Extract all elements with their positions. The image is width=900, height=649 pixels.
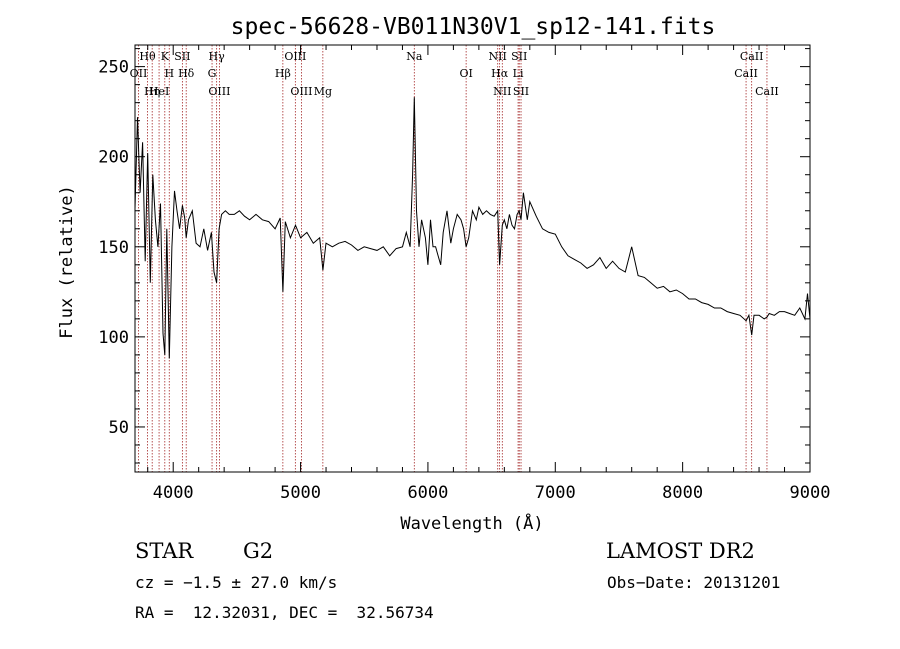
y-tick-label: 50: [109, 418, 129, 438]
line-marker-label: Hθ: [139, 50, 156, 63]
line-marker-label: SII: [174, 50, 190, 63]
line-marker-label: G: [208, 67, 217, 80]
y-tick-label: 200: [98, 148, 129, 168]
spectral-line-markers: [138, 45, 768, 472]
plot-frame: [134, 44, 811, 473]
x-tick-label: 9000: [790, 483, 831, 503]
x-tick-label: 6000: [407, 483, 448, 503]
x-axis-label: Wavelength (Å): [400, 512, 543, 534]
x-tick-label: 4000: [153, 483, 194, 503]
line-marker-label: HeI: [149, 85, 169, 98]
line-marker-label: Li: [513, 67, 524, 80]
cz-label: cz =: [135, 573, 184, 592]
y-tick-label: 250: [98, 58, 129, 78]
line-marker-label: Hβ: [275, 67, 291, 80]
line-marker-label: CaII: [755, 85, 779, 98]
line-marker-label: OII: [130, 67, 148, 80]
line-marker-label: OIII: [208, 85, 230, 98]
x-tick-label: 8000: [662, 483, 703, 503]
line-marker-label: H: [164, 67, 174, 80]
observation-date: Obs−Date: 20131201: [607, 573, 781, 592]
x-tick-label: 7000: [535, 483, 576, 503]
line-marker-label: SII: [513, 85, 529, 98]
line-marker-label: Hη: [144, 85, 160, 98]
spectrum-line: [134, 97, 811, 359]
line-marker-label: Hδ: [178, 67, 195, 80]
spectral-line-labels: Hθ OII Hη KH HeI SII Hδ OIII Hγ G OIII OIII Hβ Mg Na OI…: [130, 50, 779, 98]
x-tick-label: 5000: [280, 483, 321, 503]
coordinates: RA = 12.32031, DEC = 32.56734: [135, 603, 434, 622]
line-marker-label: OIII: [284, 50, 306, 63]
x-axis-ticks: 4000 5000 6000 7000 8000 9000: [147, 45, 831, 503]
object-class: STAR: [135, 539, 194, 563]
line-marker-label: CaII: [740, 50, 764, 63]
y-tick-label: 100: [98, 328, 129, 348]
object-subclass: G2: [243, 539, 274, 563]
line-marker-label: NII: [493, 85, 511, 98]
line-marker-label: SII: [511, 50, 527, 63]
line-marker-label: OIII: [290, 85, 312, 98]
line-marker-label: NII: [489, 50, 507, 63]
y-axis-label: Flux (relative): [57, 185, 77, 339]
line-marker-label: OI: [459, 67, 472, 80]
line-marker-label: Na: [406, 50, 423, 63]
line-marker-label: Mg: [314, 85, 332, 98]
line-marker-label: Hα: [491, 67, 509, 80]
line-marker-label: Hγ: [209, 50, 226, 63]
redshift-readout: cz = −1.5 ± 27.0 km/s: [135, 573, 337, 592]
survey-name: LAMOST DR2: [606, 539, 755, 563]
line-marker-label: K: [161, 50, 170, 63]
cz-value: −1.5 ± 27.0 km/s: [183, 573, 338, 592]
line-marker-label: CaII: [734, 67, 758, 80]
chart-title: spec-56628-VB011N30V1_sp12-141.fits: [231, 14, 716, 40]
y-tick-label: 150: [98, 238, 129, 258]
y-axis-ticks: 50 100 150 200 250: [98, 48, 810, 464]
